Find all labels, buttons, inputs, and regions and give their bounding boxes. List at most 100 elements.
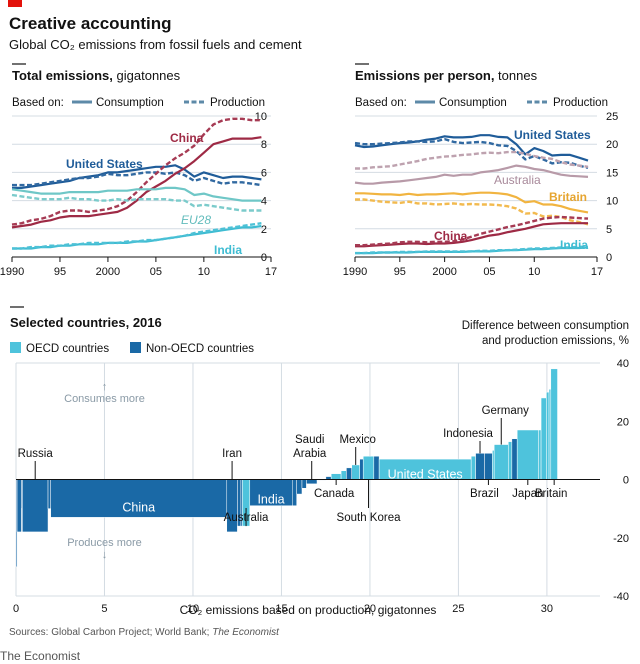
x-tick-label: 1990 [0,266,24,278]
chart-title: Emissions per person, tonnes [355,68,538,83]
chart-title: Total emissions, gigatonnes [12,68,181,83]
x-tick-label: 5 [101,603,107,615]
bar-country-23 [373,455,380,480]
y-tick-label: 25 [606,111,618,123]
series-line-australia-consumption [354,164,589,185]
series-line-eu28-production [11,193,262,212]
country-label-japan: Japan [512,488,543,500]
legend-non-oecd-label: Non-OECD countries [146,343,254,355]
legend-consumption-label: Consumption [96,97,164,109]
chart-title: Selected countries, 2016 [10,315,162,330]
x-tick-label: 95 [54,266,66,278]
bar-country-30 [508,441,513,480]
legend-non-oecd-swatch [130,342,141,353]
x-tick-label: 17 [591,266,603,278]
series-line-eu28-consumption [11,186,262,202]
country-label-russia: Russia [18,448,54,460]
annotation-consumes-more: Consumes more [64,393,145,405]
y-axis-title-line2: and production emissions, % [482,335,629,347]
bar-country-11 [292,479,297,506]
brand-red-tab [8,0,22,7]
legend-prefix: Based on: [12,97,64,109]
x-tick-label: 1990 [343,266,367,278]
series-label-britain: Britain [549,190,587,204]
series-line-britain-production [355,198,589,226]
legend-oecd-label: OECD countries [26,343,109,355]
x-axis-title: CO₂ emissions based on production, gigat… [180,603,437,617]
y-tick-label: 5 [606,224,612,236]
brand-wordmark: The Economist [0,649,81,663]
x-tick-label: 2000 [432,266,456,278]
country-label-united-states: United States [388,468,463,482]
legend-consumption-label: Consumption [439,97,507,109]
bar-country-31 [511,438,518,480]
y-tick-label: 20 [617,416,629,428]
bar-britain [550,368,558,480]
bar-south-korea [362,455,375,480]
y-tick-label: -40 [613,591,629,603]
bar-russia [22,479,49,533]
total-emissions-chart: Total emissions, gigatonnes Based on: Cons… [0,63,277,278]
bar-country-4 [47,479,51,509]
series-label-australia: Australia [494,173,541,187]
bar-iran [226,479,238,533]
country-label-brazil: Brazil [470,488,499,500]
header: Creative accounting Global CO₂ emissions… [9,14,302,52]
series-label-china: China [170,131,204,145]
y-tick-label: 2 [261,224,267,236]
bar-country-35 [546,391,550,480]
bar-country-21 [359,458,364,480]
bar-country-28 [492,450,495,480]
bar-brazil [484,453,493,480]
country-label-canada: Canada [314,488,355,500]
footer: Sources: Global Carbon Project; World Ba… [0,627,280,663]
chart-title-unit: gigatonnes [113,68,181,83]
y-tick-label: 8 [261,139,267,151]
series-label-india: India [560,238,588,252]
country-label-saudi-arabia-line2: Arabia [293,448,327,460]
country-label-saudi-arabia-line1: Saudi [295,434,324,446]
bar-germany [493,444,509,480]
y-tick-label: 0 [623,475,629,487]
x-tick-label: 05 [483,266,495,278]
y-tick-label: 0 [606,252,612,264]
annotation-up-arrow: ↑ [102,381,108,393]
x-tick-label: 10 [528,266,540,278]
x-tick-label: 2000 [96,266,120,278]
x-tick-label: 17 [265,266,277,278]
chart-title-bold: Emissions per person, [355,68,494,83]
series-line-india-production [355,245,588,255]
source-note: Sources: Global Carbon Project; World Ba… [9,627,280,638]
bar-mexico [351,464,360,480]
bar-country-25 [470,455,476,480]
legend-oecd-swatch [10,342,21,353]
series-label-us: United States [514,128,591,142]
legend-production-label: Production [210,97,265,109]
y-tick-label: 6 [261,167,267,179]
series-label-us: United States [66,157,143,171]
series-label-india: India [214,243,242,257]
bar-japan [516,429,539,480]
series-line-australia-production [355,150,589,170]
selected-countries-chart: Selected countries, 2016 OECD countries No… [10,306,629,617]
series-line-china-consumption [355,222,588,248]
series-line-china-production [355,215,589,247]
bar-country-36 [548,388,552,480]
country-label-iran: Iran [222,448,242,460]
y-tick-label: 0 [261,252,267,264]
series-line-china-consumption [11,136,262,229]
country-label-mexico: Mexico [339,434,375,446]
bar-country-1 [16,479,22,533]
page-subtitle: Global CO₂ emissions from fossil fuels a… [9,37,302,52]
y-tick-label: 40 [617,358,629,370]
series-line-britain-consumption [355,191,589,214]
x-tick-label: 05 [150,266,162,278]
source-prefix: Sources: Global Carbon Project; World Ba… [9,627,212,638]
annotation-produces-more: Produces more [67,537,142,549]
series-line-us-production [354,137,589,170]
series-line-us-production [12,171,262,187]
country-label-south-korea: South Korea [337,512,402,524]
series-label-china: China [434,229,468,243]
legend-prefix: Based on: [355,97,407,109]
